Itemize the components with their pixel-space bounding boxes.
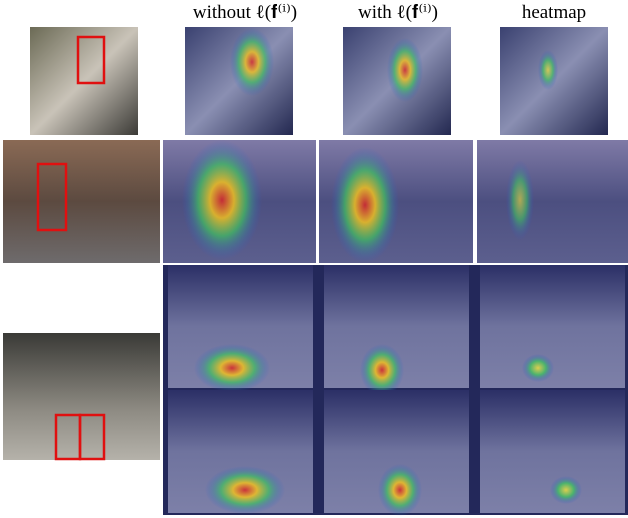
heat-region <box>522 354 554 382</box>
photo <box>3 333 160 460</box>
photo <box>30 27 138 135</box>
heat-region <box>506 160 534 240</box>
page: without ℓ(𝐟⁽ⁱ⁾) with ℓ(𝐟⁽ⁱ⁾) heatmap <box>0 0 628 518</box>
heat-region <box>550 476 582 504</box>
heat-region <box>205 466 285 514</box>
figure: without ℓ(𝐟⁽ⁱ⁾) with ℓ(𝐟⁽ⁱ⁾) heatmap <box>0 0 628 518</box>
heat-region <box>378 464 422 516</box>
column-header: without ℓ(𝐟⁽ⁱ⁾) <box>193 2 297 23</box>
heat-region <box>360 344 404 396</box>
row-1 <box>30 27 608 135</box>
column-header: heatmap <box>522 2 586 23</box>
heat-region <box>194 344 270 392</box>
heat-region <box>538 50 558 90</box>
heatmap-image <box>477 140 628 263</box>
row-3 <box>3 265 628 516</box>
column-header: with ℓ(𝐟⁽ⁱ⁾) <box>358 2 438 23</box>
row-2 <box>3 140 628 263</box>
photo <box>3 140 160 263</box>
heat-region <box>387 38 423 102</box>
heat-region <box>331 147 399 263</box>
heat-region <box>230 28 274 96</box>
heat-region <box>182 140 262 260</box>
